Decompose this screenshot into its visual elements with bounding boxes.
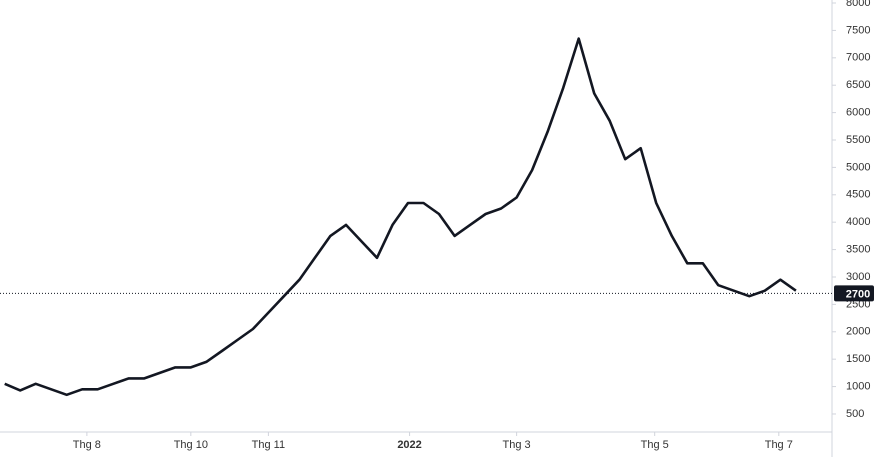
x-tick-label: Thg 10 <box>174 439 208 451</box>
y-tick-label: 8000 <box>846 0 870 9</box>
y-tick-label: 3500 <box>846 243 870 255</box>
y-tick-label: 5500 <box>846 134 870 146</box>
x-tick-label: Thg 8 <box>73 439 101 451</box>
x-tick-label: Thg 3 <box>503 439 531 451</box>
x-tick-label: Thg 7 <box>765 439 793 451</box>
y-tick-label: 4500 <box>846 189 870 201</box>
x-tick-label: Thg 5 <box>641 439 669 451</box>
reference-label: 2700 <box>846 288 870 300</box>
reference-label-box <box>834 285 874 302</box>
y-tick-label: 500 <box>846 408 864 420</box>
y-tick-label: 6500 <box>846 79 870 91</box>
x-tick-label: Thg 11 <box>252 439 285 451</box>
y-tick-label: 1000 <box>846 380 870 392</box>
y-tick-label: 5000 <box>846 161 870 173</box>
y-tick-label: 4000 <box>846 216 870 228</box>
y-tick-label: 7500 <box>846 24 870 36</box>
y-tick-label: 7000 <box>846 52 870 64</box>
x-tick-label: 2022 <box>397 439 421 451</box>
price-line <box>4 37 797 397</box>
y-tick-label: 2000 <box>846 326 870 338</box>
y-tick-label: 1500 <box>846 353 870 365</box>
y-tick-label: 6000 <box>846 107 870 119</box>
y-tick-label: 3000 <box>846 271 870 283</box>
